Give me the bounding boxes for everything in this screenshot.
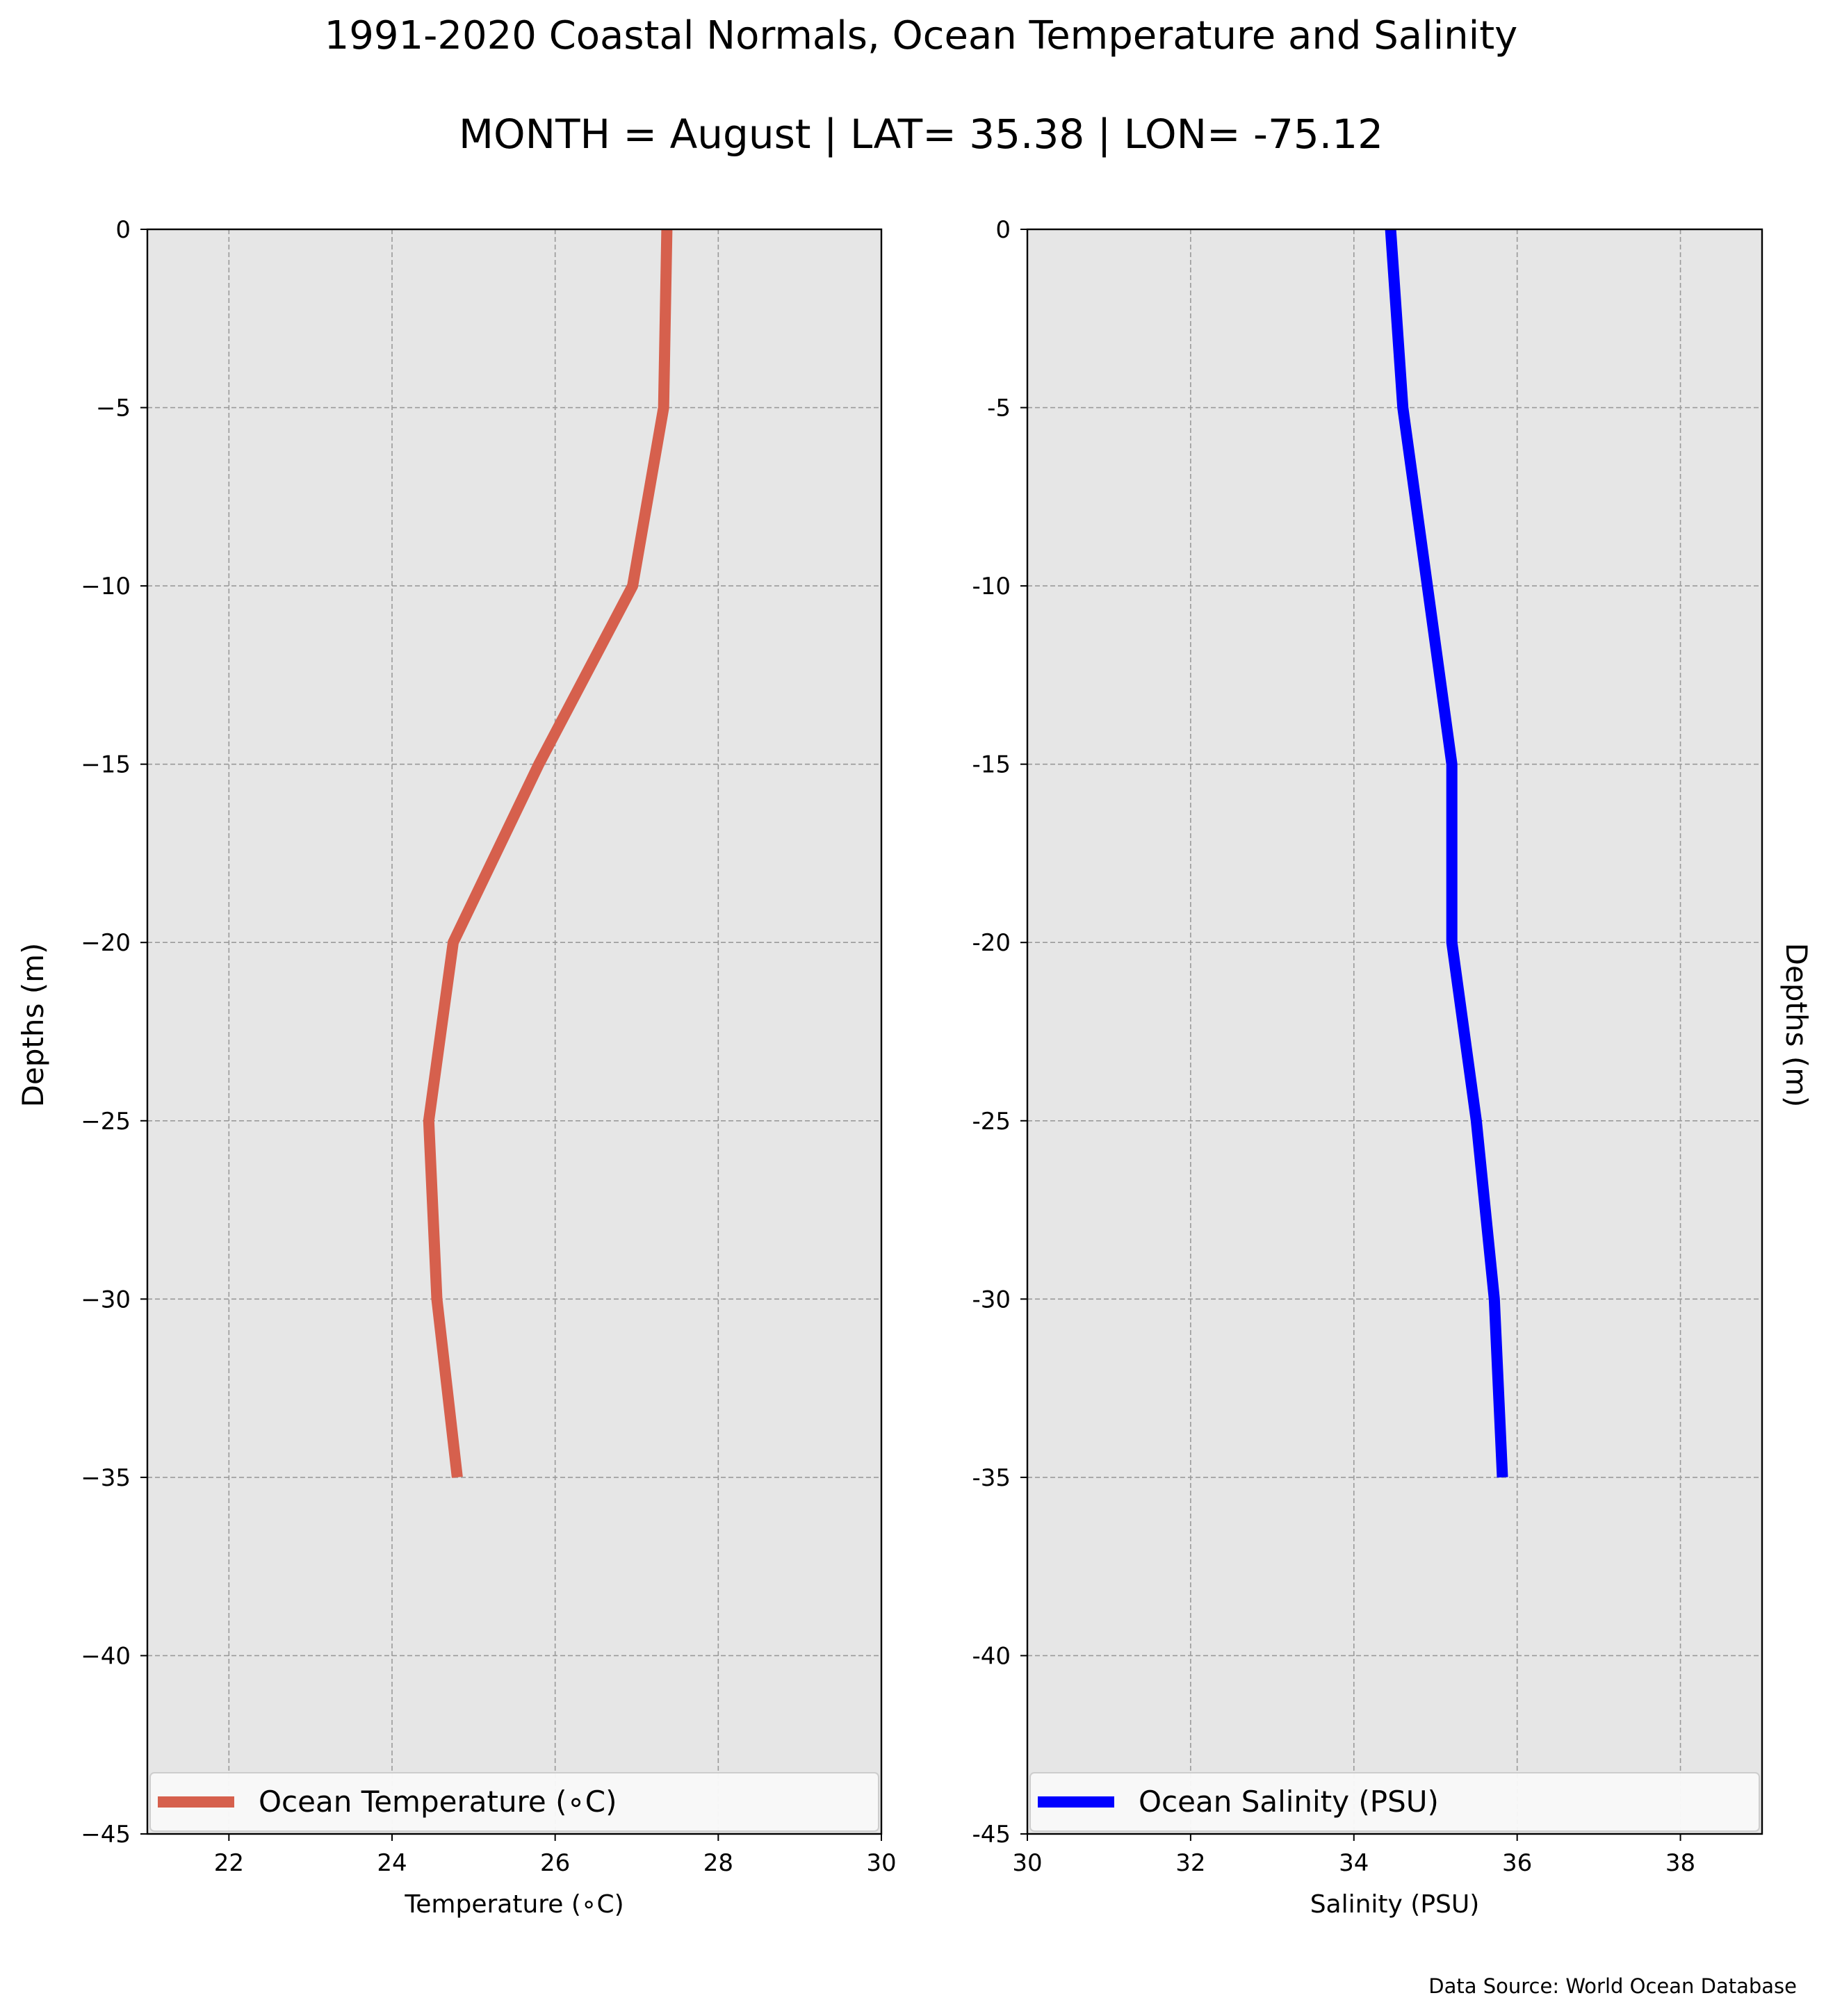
- y-tick-label: −40: [81, 1642, 131, 1670]
- y-tick-label: 0: [995, 216, 1011, 244]
- plot-background: [147, 229, 881, 1834]
- x-tick-label: 30: [1012, 1849, 1042, 1877]
- y-tick-label: -10: [972, 573, 1011, 600]
- x-tick-label: 26: [540, 1849, 570, 1877]
- legend-label: Ocean Salinity (PSU): [1139, 1785, 1439, 1819]
- temperature-panel: 22 24 26 28 30 0 −5 −10 −15 −20 −25 −30 −35 −40 −45 Tem…: [16, 216, 897, 1919]
- y-tick-label: −25: [81, 1108, 131, 1136]
- y-tick-label: 0: [115, 216, 131, 244]
- x-axis-label: Temperature (∘C): [404, 1890, 623, 1919]
- axes-frame: [1026, 228, 1763, 1835]
- data-source-note: Data Source: World Ocean Database: [1428, 1974, 1797, 1998]
- chart-title: 1991-2020 Coastal Normals, Ocean Tempera…: [325, 13, 1518, 58]
- plot-background: [1027, 229, 1762, 1834]
- y-tick-label: -30: [972, 1286, 1011, 1313]
- y-tick-label: −10: [81, 573, 131, 600]
- legend: Ocean Salinity (PSU): [1029, 1772, 1760, 1832]
- axes-frame: [146, 228, 883, 1835]
- x-axis-label: Salinity (PSU): [1310, 1890, 1480, 1919]
- y-tick-label: -25: [972, 1108, 1011, 1136]
- legend-box: [149, 1772, 879, 1832]
- y-tick-label: -35: [972, 1464, 1011, 1492]
- x-tick-label: 38: [1665, 1849, 1695, 1877]
- series-line: [1385, 229, 1508, 1478]
- x-tick-label: 24: [377, 1849, 407, 1877]
- x-tick-label: 32: [1175, 1849, 1205, 1877]
- salinity-panel: 30 32 34 36 38 0 -5 -10 -15 -20 -25 -30 -35 -40 -45 Sal…: [972, 216, 1763, 1919]
- legend: Ocean Temperature (∘C): [149, 1772, 879, 1832]
- legend-box: [1029, 1772, 1760, 1832]
- x-tick-label: 22: [214, 1849, 244, 1877]
- y-tick-label: −20: [81, 929, 131, 957]
- y-tick-label: -20: [972, 929, 1011, 957]
- y-tick-label: −5: [96, 395, 131, 423]
- series-line: [423, 229, 673, 1478]
- right-y-axis-label: Depths (m): [1779, 943, 1814, 1108]
- y-tick-label: −15: [81, 751, 131, 779]
- chart-subtitle: MONTH = August | LAT= 35.38 | LON= -75.1…: [459, 110, 1383, 158]
- x-tick-label: 30: [866, 1849, 896, 1877]
- legend-label: Ocean Temperature (∘C): [259, 1785, 617, 1819]
- y-tick-label: -40: [972, 1642, 1011, 1670]
- y-tick-label: −35: [81, 1464, 131, 1492]
- x-tick-label: 28: [703, 1849, 733, 1877]
- x-tick-label: 34: [1339, 1849, 1369, 1877]
- y-axis-label: Depths (m): [16, 943, 50, 1108]
- y-tick-label: -15: [972, 751, 1011, 779]
- y-tick-label: -45: [972, 1821, 1011, 1849]
- y-tick-label: −30: [81, 1286, 131, 1313]
- x-tick-label: 36: [1502, 1849, 1532, 1877]
- y-tick-label: -5: [987, 395, 1011, 423]
- y-tick-label: −45: [81, 1821, 131, 1849]
